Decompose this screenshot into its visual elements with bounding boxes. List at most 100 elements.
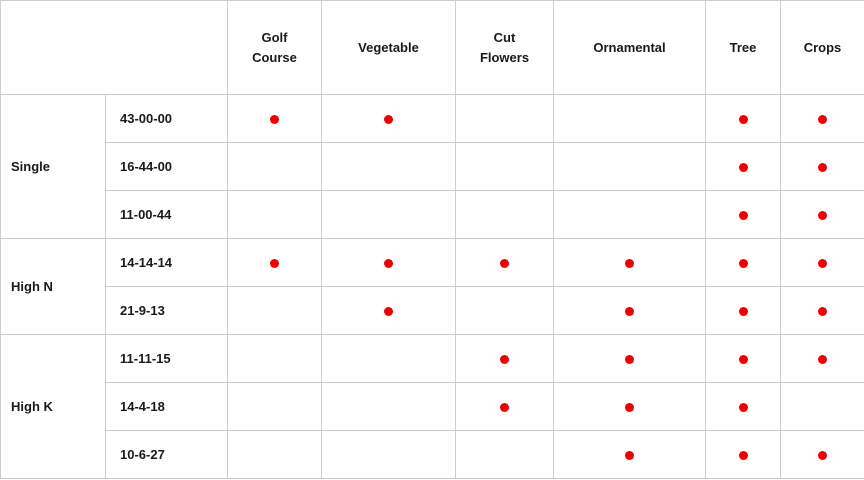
cell-10-6-27-ornamental <box>553 430 706 479</box>
formulation-code-14-4-18: 14-4-18 <box>105 382 228 431</box>
dot-icon <box>818 259 827 269</box>
dot-icon <box>384 259 393 269</box>
cell-43-00-00-golf-course <box>227 94 322 143</box>
column-header-crops: Crops <box>780 0 864 95</box>
cell-14-14-14-tree <box>705 238 781 287</box>
table-row-14-4-18: 14-4-18 <box>1 382 864 431</box>
dot-icon <box>738 211 748 221</box>
cell-14-4-18-cut-flowers <box>455 382 554 431</box>
dot-icon <box>818 355 827 365</box>
cell-21-9-13-ornamental <box>553 286 706 335</box>
cell-11-00-44-crops <box>780 190 864 239</box>
dot-icon <box>500 403 509 413</box>
table-row-43-00-00: Single 43-00-00 <box>0 94 864 239</box>
cell-11-11-15-vegetable <box>321 334 456 383</box>
formulation-code-14-14-14: 14-14-14 <box>105 238 228 287</box>
dot-icon <box>738 115 748 125</box>
cell-11-00-44-golf-course <box>227 190 322 239</box>
dot-icon <box>738 163 748 173</box>
header-row: Golf Course Vegetable Cut Flowers Ornamenta… <box>0 0 864 95</box>
dot-icon <box>818 307 827 317</box>
cell-43-00-00-crops <box>780 94 864 143</box>
cell-16-44-00-crops <box>780 142 864 191</box>
cell-11-00-44-vegetable <box>321 190 456 239</box>
cell-14-14-14-cut-flowers <box>455 238 554 287</box>
cell-11-11-15-crops <box>780 334 864 383</box>
formulation-code-11-00-44: 11-00-44 <box>105 190 228 239</box>
cell-14-4-18-tree <box>705 382 781 431</box>
cell-10-6-27-tree <box>705 430 781 479</box>
dot-icon <box>818 211 827 221</box>
cell-10-6-27-vegetable <box>321 430 456 479</box>
cell-43-00-00-tree <box>705 94 781 143</box>
cell-21-9-13-golf-course <box>227 286 322 335</box>
cell-14-4-18-ornamental <box>553 382 706 431</box>
cell-43-00-00-ornamental <box>553 94 706 143</box>
table-body: Single 43-00-00 16-44-00 11-00-44 High N 14-1… <box>0 94 864 479</box>
cell-43-00-00-vegetable <box>321 94 456 143</box>
dot-icon <box>625 355 634 365</box>
cell-21-9-13-vegetable <box>321 286 456 335</box>
table-row-11-00-44: 11-00-44 <box>1 190 864 239</box>
formulation-code-11-11-15: 11-11-15 <box>105 334 228 383</box>
cell-16-44-00-vegetable <box>321 142 456 191</box>
formulation-code-21-9-13: 21-9-13 <box>105 286 228 335</box>
cell-21-9-13-tree <box>705 286 781 335</box>
dot-icon <box>738 403 748 413</box>
dot-icon <box>738 355 748 365</box>
group-label-high-k: High K <box>0 334 106 479</box>
column-header-ornamental: Ornamental <box>553 0 706 95</box>
table-row-11-11-15: High K 11-11-15 <box>0 334 864 479</box>
dot-icon <box>625 307 634 317</box>
cell-11-11-15-golf-course <box>227 334 322 383</box>
group-label-high-n: High N <box>0 238 106 335</box>
cell-43-00-00-cut-flowers <box>455 94 554 143</box>
dot-icon <box>818 115 827 125</box>
dot-icon <box>500 259 509 269</box>
cell-14-14-14-golf-course <box>227 238 322 287</box>
dot-icon <box>384 307 393 317</box>
dot-icon <box>270 115 279 125</box>
table-row-16-44-00: 16-44-00 <box>1 142 864 191</box>
dot-icon <box>818 451 827 461</box>
cell-14-4-18-vegetable <box>321 382 456 431</box>
dot-icon <box>738 307 748 317</box>
cell-11-11-15-tree <box>705 334 781 383</box>
dot-icon <box>500 355 509 365</box>
formulation-code-10-6-27: 10-6-27 <box>105 430 228 479</box>
dot-icon <box>738 259 748 269</box>
cell-11-00-44-tree <box>705 190 781 239</box>
column-header-golf-course: Golf Course <box>227 0 322 95</box>
dot-icon <box>625 451 634 461</box>
dot-icon <box>818 163 827 173</box>
cell-11-00-44-ornamental <box>553 190 706 239</box>
cell-14-4-18-crops <box>780 382 864 431</box>
group-label-single: Single <box>0 94 106 239</box>
dot-icon <box>270 259 279 269</box>
dot-icon <box>625 259 634 269</box>
table-row-21-9-13: 21-9-13 <box>1 286 864 335</box>
cell-16-44-00-golf-course <box>227 142 322 191</box>
formulation-code-43-00-00: 43-00-00 <box>105 94 228 143</box>
cell-14-4-18-golf-course <box>227 382 322 431</box>
dot-icon <box>384 115 393 125</box>
cell-16-44-00-ornamental <box>553 142 706 191</box>
cell-21-9-13-crops <box>780 286 864 335</box>
cell-10-6-27-crops <box>780 430 864 479</box>
cell-11-00-44-cut-flowers <box>455 190 554 239</box>
cell-14-14-14-crops <box>780 238 864 287</box>
cell-11-11-15-ornamental <box>553 334 706 383</box>
cell-21-9-13-cut-flowers <box>455 286 554 335</box>
cell-11-11-15-cut-flowers <box>455 334 554 383</box>
cell-14-14-14-ornamental <box>553 238 706 287</box>
corner-cell <box>0 0 228 95</box>
cell-10-6-27-golf-course <box>227 430 322 479</box>
cell-10-6-27-cut-flowers <box>455 430 554 479</box>
column-header-tree: Tree <box>705 0 781 95</box>
formulation-code-16-44-00: 16-44-00 <box>105 142 228 191</box>
column-header-vegetable: Vegetable <box>321 0 456 95</box>
table-row-14-14-14: High N 14-14-14 <box>0 238 864 335</box>
dot-icon <box>738 451 748 461</box>
